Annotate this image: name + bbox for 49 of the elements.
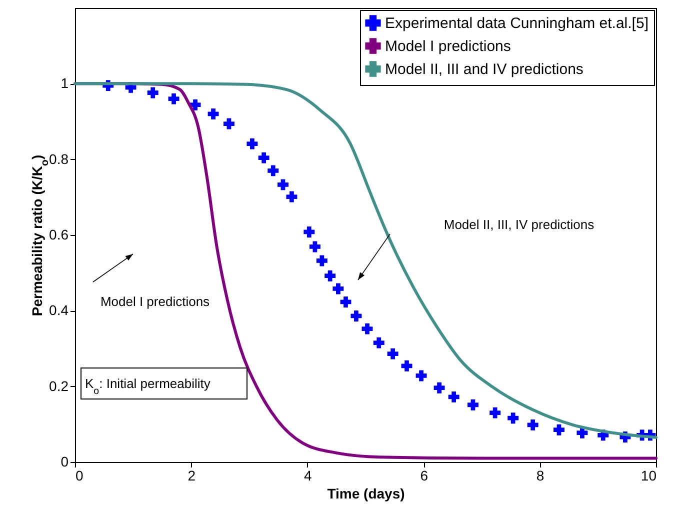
point [468, 399, 478, 410]
point [387, 348, 398, 360]
legend-label: Model II, III and IV predictions [385, 61, 584, 78]
point [362, 323, 373, 334]
annotation: K$_{o}$: Initial permeability [85, 376, 211, 396]
annotation: Model II, III, IV predictions [444, 217, 595, 232]
point [527, 419, 538, 430]
point [324, 270, 336, 282]
y-tick-label: 0 [60, 454, 69, 470]
point [332, 283, 344, 294]
point [490, 407, 501, 418]
point [268, 165, 279, 176]
point [168, 93, 180, 104]
point [434, 382, 445, 394]
y-tick-label: 0.2 [49, 378, 69, 394]
point [350, 310, 362, 322]
legend-label: Model I predictions [385, 38, 511, 55]
x-axis-title: Time (days) [327, 486, 405, 502]
point [258, 152, 270, 164]
x-tick-label: 10 [640, 468, 657, 484]
point [401, 360, 412, 372]
x-tick-label: 4 [304, 468, 312, 484]
point [304, 226, 315, 238]
x-tick-label: 2 [188, 468, 196, 484]
point [553, 424, 564, 436]
point [246, 138, 258, 150]
point [508, 412, 519, 424]
x-tick-label: 8 [536, 468, 544, 484]
y-tick-label: 0.8 [49, 150, 69, 167]
point [286, 191, 298, 202]
point [147, 87, 158, 98]
point [448, 391, 460, 402]
point [223, 118, 234, 130]
y-tick-label: 0.4 [49, 302, 69, 318]
point [340, 296, 352, 308]
point [316, 255, 328, 266]
y-tick-label: 1 [60, 75, 69, 92]
point [309, 241, 320, 252]
point [208, 108, 219, 120]
point [190, 99, 201, 110]
x-tick-label: 0 [76, 468, 84, 484]
x-tick-label: 6 [420, 468, 428, 484]
point [278, 179, 288, 190]
legend-label: Experimental data Cunningham et.al.[5] [385, 15, 648, 32]
point [576, 427, 588, 438]
annotation: Model I predictions [100, 294, 210, 309]
point [373, 337, 384, 348]
point [416, 370, 427, 382]
y-tick-label: 0.6 [49, 226, 69, 242]
